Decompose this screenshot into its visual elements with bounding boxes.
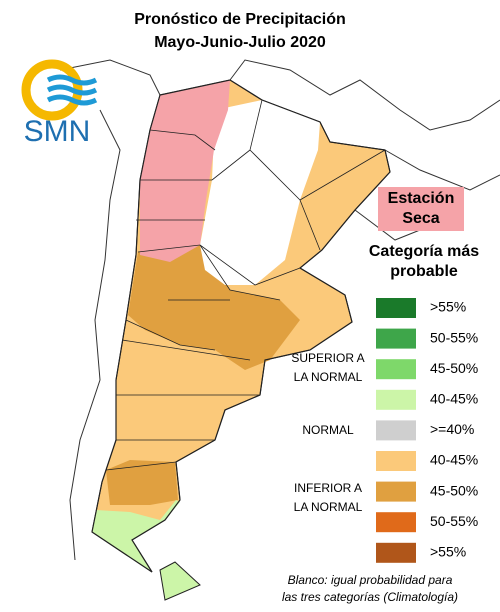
legend-swatch (376, 298, 416, 318)
legend-label: 50-55% (430, 329, 478, 345)
group-label: LA NORMAL (294, 370, 363, 384)
dry-season-line: Seca (402, 210, 439, 227)
legend-swatch (376, 451, 416, 471)
legend-label: 45-50% (430, 360, 478, 376)
province-lines (105, 99, 386, 471)
legend-label: >=40% (430, 421, 474, 437)
region-climatology (200, 100, 320, 285)
legend-swatch (376, 542, 416, 563)
logo-waves (46, 74, 98, 106)
note: las tres categorías (Climatología) (282, 590, 458, 604)
note: Blanco: igual probabilidad para (288, 573, 453, 587)
group-label: LA NORMAL (294, 500, 363, 514)
legend-label: 50-55% (430, 513, 478, 529)
legend-label: 45-50% (430, 482, 478, 498)
legend-label: 40-45% (430, 452, 478, 468)
legend-swatch (376, 481, 416, 502)
legend-title: probable (390, 263, 458, 280)
legend-swatch (376, 389, 416, 410)
region-dry-season (140, 80, 230, 262)
legend-swatch (376, 420, 416, 441)
region-below-normal-45-50-south (106, 460, 178, 505)
tierra-del-fuego (159, 561, 201, 601)
group-label: INFERIOR A (294, 481, 362, 495)
legend-swatch (376, 328, 416, 349)
smn-logo: SMN (21, 59, 98, 148)
title: Pronóstico de Precipitación (134, 11, 346, 28)
legend-label: 40-45% (430, 391, 478, 407)
legend-swatch (376, 512, 416, 533)
dry-season-line: Estación (388, 190, 455, 207)
legend-swatch (376, 359, 416, 380)
region-below-normal-45-50 (128, 245, 300, 370)
legend-label: >55% (430, 299, 466, 315)
country-outline (91, 79, 391, 573)
border-lines (59, 59, 500, 561)
group-label: SUPERIOR A (291, 351, 364, 365)
neighbour-borders (59, 59, 500, 561)
group-label: NORMAL (302, 423, 354, 437)
legend-label: >55% (430, 544, 466, 560)
dry-season-box (378, 187, 464, 231)
legend-title: Categoría más (369, 243, 479, 260)
logo-text: SMN (24, 115, 91, 148)
subtitle: Mayo-Junio-Julio 2020 (154, 34, 326, 51)
region-above-normal-40-45 (92, 500, 180, 572)
